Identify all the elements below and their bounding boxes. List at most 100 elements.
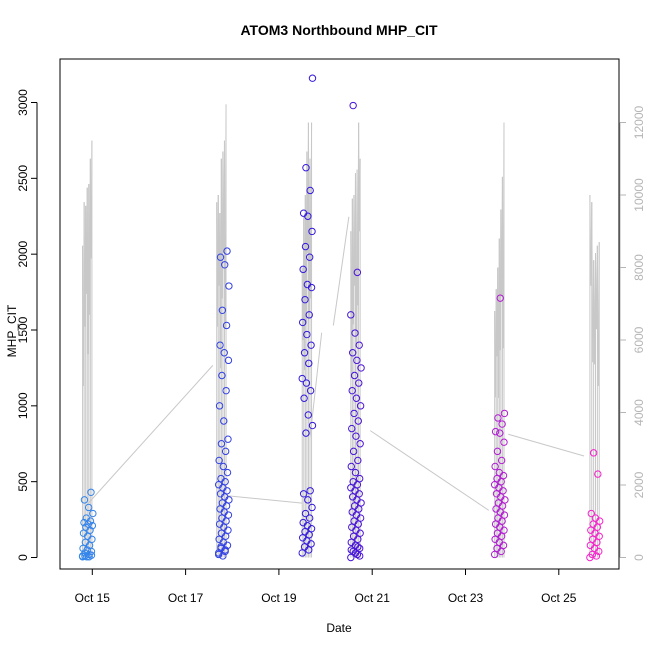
- x-axis: Oct 15 Oct 17 Oct 19 Oct 21 Oct 23 Oct 25: [75, 568, 577, 605]
- y2-tick-label: 2000: [632, 471, 646, 498]
- data-point: [354, 543, 362, 551]
- data-point: [349, 447, 358, 456]
- data-point: [587, 509, 595, 518]
- data-point: [306, 386, 315, 395]
- data-point: [299, 518, 307, 527]
- data-point: [497, 456, 506, 465]
- data-point: [298, 318, 307, 327]
- y2-tick-label: 0: [632, 554, 646, 561]
- y-tick-label: 1000: [16, 392, 30, 419]
- data-point: [305, 311, 313, 319]
- x-tick-label: Oct 15: [75, 591, 111, 605]
- data-point: [306, 186, 314, 195]
- y-tick-label: 2000: [16, 240, 30, 267]
- data-point: [89, 509, 97, 518]
- data-point: [300, 349, 309, 357]
- data-point: [594, 470, 602, 478]
- data-point: [352, 394, 361, 402]
- data-point: [299, 490, 308, 498]
- y-axis: 0 500 1000 1500 2000 2500 3000: [16, 89, 38, 561]
- data-point: [493, 447, 502, 456]
- data-point: [82, 514, 91, 522]
- data-point: [302, 379, 311, 387]
- data-point: [349, 101, 357, 110]
- data-point: [307, 341, 315, 349]
- data-point: [298, 374, 306, 383]
- data-point: [496, 294, 504, 302]
- data-point: [302, 429, 310, 437]
- data-point: [498, 420, 506, 428]
- data-point: [218, 371, 226, 380]
- data-point: [215, 456, 223, 465]
- data-point: [222, 321, 231, 330]
- data-point: [353, 268, 362, 277]
- y2-tick-label: 6000: [632, 326, 646, 353]
- data-point: [491, 427, 500, 436]
- line-connector: [369, 430, 490, 511]
- data-point: [217, 543, 225, 551]
- data-point: [347, 311, 355, 319]
- data-point: [348, 424, 356, 433]
- data-point: [302, 164, 310, 172]
- y-tick-label: 500: [16, 471, 30, 491]
- data-point: [84, 503, 93, 512]
- chart-title: ATOM3 Northbound MHP_CIT: [240, 22, 437, 38]
- data-point: [308, 421, 317, 430]
- data-point: [222, 386, 230, 395]
- plot-frame: [59, 58, 620, 570]
- data-point: [304, 496, 312, 504]
- x-tick-label: Oct 23: [448, 591, 484, 605]
- data-point: [348, 349, 357, 357]
- data-point: [308, 74, 317, 82]
- y2-tick-label: 8000: [632, 254, 646, 281]
- data-point: [491, 462, 499, 471]
- data-point: [223, 468, 232, 477]
- data-point: [218, 306, 227, 314]
- data-point: [217, 440, 226, 448]
- x-tick-label: Oct 25: [541, 591, 577, 605]
- data-point: [299, 209, 308, 217]
- y-tick-label: 3000: [16, 89, 30, 116]
- y2-tick-label: 12000: [632, 105, 646, 139]
- line-connector: [332, 216, 350, 326]
- data-point: [495, 468, 504, 477]
- data-point: [225, 282, 233, 290]
- data-point: [220, 417, 228, 425]
- data-point: [303, 280, 312, 289]
- line-connector: [309, 332, 323, 438]
- y-tick-label: 2500: [16, 165, 30, 192]
- data-point: [347, 546, 355, 554]
- data-point: [216, 341, 224, 349]
- y-axis-label: MHP_CIT: [5, 304, 19, 357]
- data-point: [223, 247, 231, 255]
- line-connector: [508, 433, 585, 457]
- data-point: [308, 227, 316, 236]
- data-point: [496, 429, 504, 437]
- data-point: [301, 242, 310, 251]
- data-point: [355, 379, 363, 387]
- data-point: [354, 456, 362, 465]
- data-point: [305, 514, 314, 522]
- data-point: [219, 462, 228, 471]
- data-point: [300, 394, 308, 402]
- data-point: [357, 364, 365, 372]
- data-point: [216, 253, 225, 261]
- data-point: [347, 462, 355, 471]
- data-point: [355, 341, 363, 349]
- data-point: [301, 509, 310, 518]
- line-series: [82, 104, 600, 558]
- data-point: [215, 402, 224, 410]
- y2-tick-label: 4000: [632, 399, 646, 426]
- line-connector: [88, 365, 214, 504]
- data-point: [356, 402, 365, 410]
- y-tick-label: 0: [16, 554, 30, 561]
- data-point: [350, 371, 359, 380]
- data-point: [589, 449, 598, 457]
- data-point: [352, 432, 360, 440]
- y2-tick-label: 10000: [632, 178, 646, 212]
- data-point: [355, 474, 364, 483]
- data-point: [354, 417, 362, 425]
- data-point: [592, 552, 601, 560]
